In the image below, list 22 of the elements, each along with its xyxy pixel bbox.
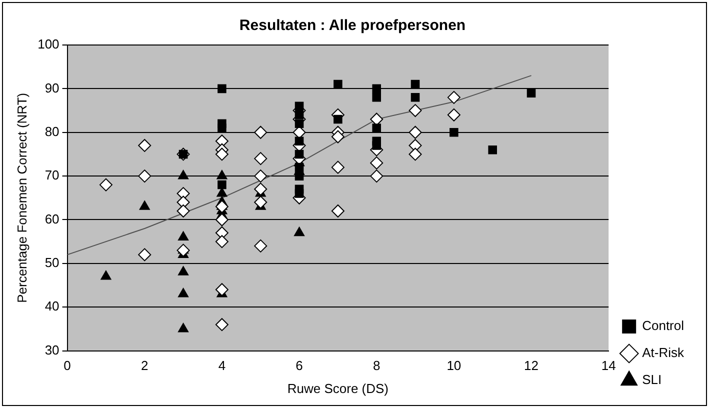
x-tick-label: 14	[601, 358, 616, 374]
x-axis-title: Ruwe Score (DS)	[287, 380, 389, 396]
y-tick-label: 40	[44, 298, 60, 314]
legend-label: At-Risk	[642, 345, 684, 360]
y-axis-title: Percentage Fonemen Correct (NRT)	[14, 92, 30, 303]
y-tick-label: 30	[44, 342, 60, 358]
x-tick-label: 0	[64, 358, 71, 374]
y-tick-label: 70	[44, 168, 60, 183]
x-tick-label: 4	[218, 358, 226, 374]
legend-label: SLI	[642, 372, 662, 388]
y-tick-label: 90	[44, 80, 60, 96]
x-tick-label: 10	[446, 358, 462, 374]
y-tick-label: 100	[38, 36, 60, 52]
legend-label: Control	[642, 318, 684, 334]
y-tick-label: 80	[44, 124, 60, 139]
x-tick-label: 6	[296, 358, 303, 374]
x-tick-label: 2	[141, 358, 148, 374]
chart-title: Resultaten : Alle proefpersonen	[239, 17, 466, 34]
y-tick-label: 60	[44, 211, 60, 226]
y-tick-label: 50	[44, 255, 60, 270]
x-tick-label: 8	[372, 358, 380, 374]
x-tick-label: 12	[524, 358, 538, 374]
